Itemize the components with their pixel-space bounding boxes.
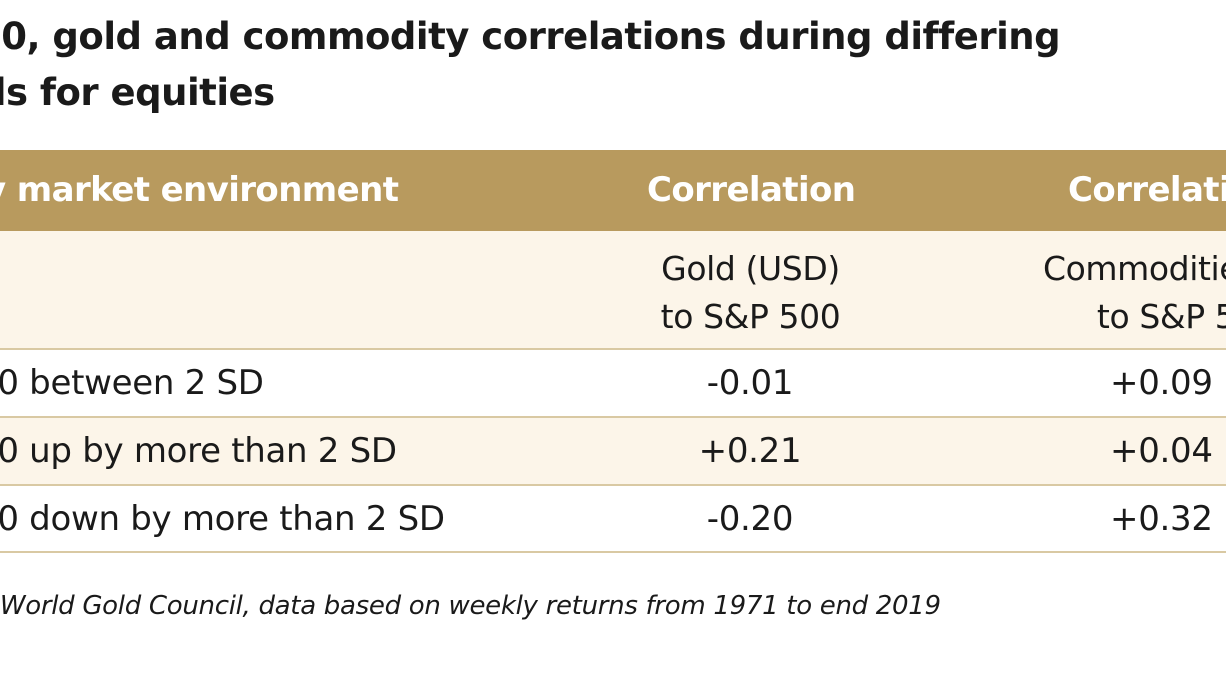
row-gold-correlation: +0.21 — [698, 431, 802, 471]
row-gold-correlation: -0.20 — [706, 499, 794, 539]
row-gold-correlation: -0.01 — [706, 363, 794, 403]
row-environment: 00 up by more than 2 SD — [0, 431, 397, 471]
subheader-gold-line-2: to S&P 500 — [660, 297, 841, 336]
row-commodities-correlation: +0.04 — [1110, 431, 1213, 471]
source-note: he World Gold Council, data based on wee… — [0, 591, 941, 621]
table-subheader-band — [0, 231, 1226, 348]
table-row: 00 up by more than 2 SD +0.21 +0.04 — [0, 418, 1226, 484]
table-row: 00 down by more than 2 SD -0.20 +0.32 — [0, 486, 1226, 552]
header-environment: y market environment — [0, 170, 399, 210]
row-commodities-correlation: +0.09 — [1110, 363, 1213, 403]
row-environment: 00 between 2 SD — [0, 363, 264, 403]
table-row: 00 between 2 SD -0.01 +0.09 — [0, 350, 1226, 416]
header-correlation-commodities: Correlati — [1068, 170, 1226, 210]
subheader-commodities-line-2: to S&P 50 — [1096, 297, 1226, 336]
subheader-commodities: Commodities to S&P 50 — [996, 245, 1226, 341]
subheader-commodities-line-1: Commodities — [1042, 249, 1226, 288]
table-divider — [0, 348, 1226, 350]
row-commodities-correlation: +0.32 — [1110, 499, 1213, 539]
row-environment: 00 down by more than 2 SD — [0, 499, 445, 539]
subheader-gold-line-1: Gold (USD) — [661, 249, 840, 288]
table-header-band — [0, 150, 1226, 231]
table-divider — [0, 484, 1226, 486]
page-title-line-1: 00, gold and commodity correlations duri… — [0, 15, 1061, 58]
table-divider — [0, 416, 1226, 418]
table-bottom-rule — [0, 551, 1226, 553]
header-correlation-gold: Correlation — [647, 170, 856, 210]
page-title-line-2: ds for equities — [0, 71, 275, 114]
subheader-gold: Gold (USD) to S&P 500 — [648, 245, 853, 341]
